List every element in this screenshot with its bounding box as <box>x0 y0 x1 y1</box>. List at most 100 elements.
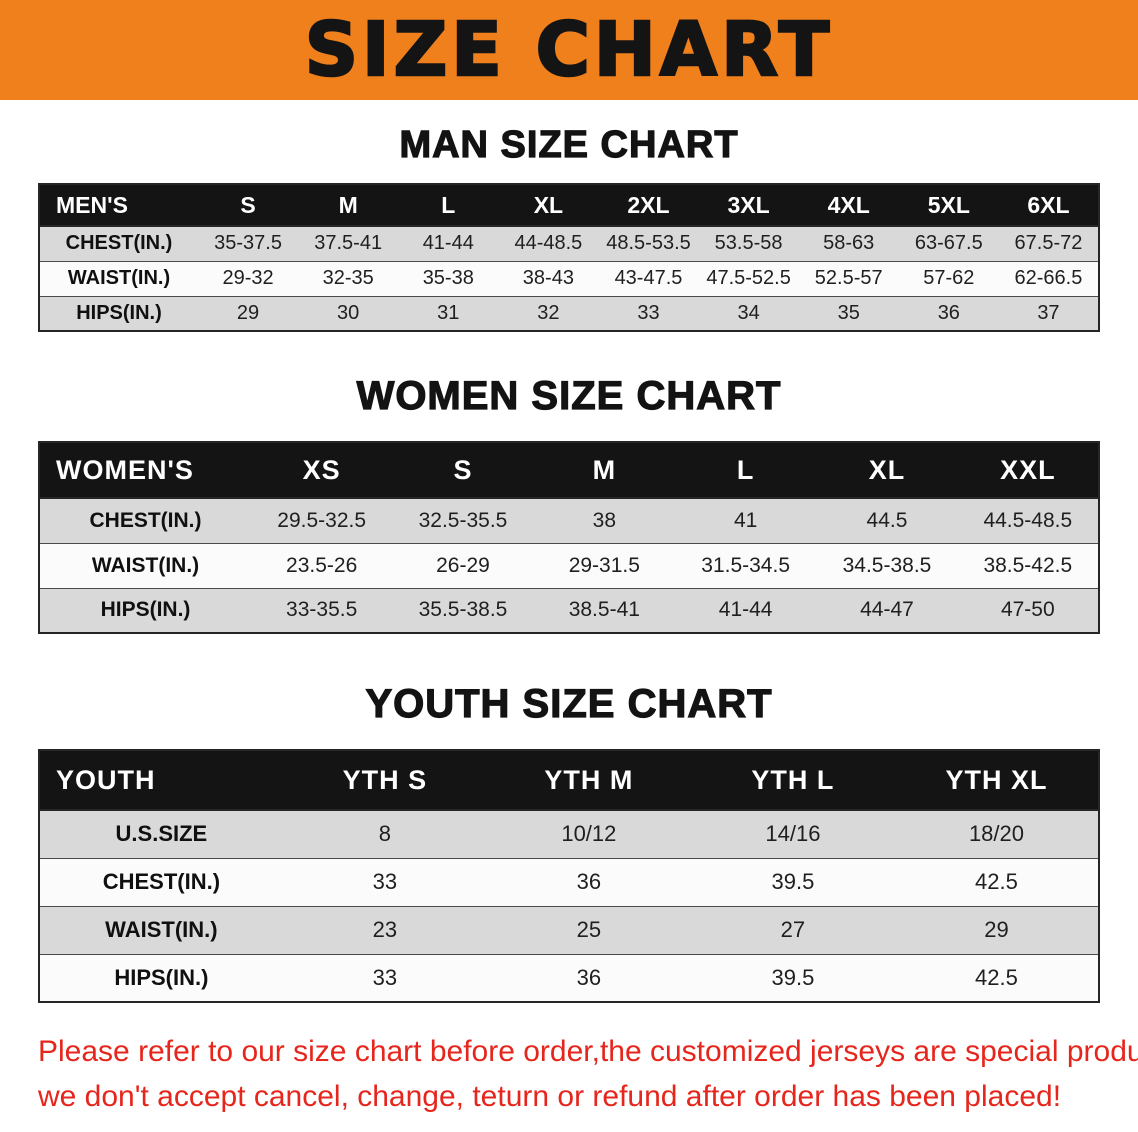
size-value: 18/20 <box>894 809 1099 858</box>
size-col-header: XL <box>498 184 599 227</box>
size-col-header: XXL <box>957 442 1099 499</box>
size-value: 38.5-42.5 <box>957 542 1099 588</box>
size-col-header: YTH M <box>486 750 691 811</box>
size-value: 32.5-35.5 <box>392 497 534 543</box>
size-value: 33-35.5 <box>251 587 393 633</box>
size-value: 38-43 <box>498 260 599 296</box>
size-col-header: L <box>398 184 499 227</box>
size-value: 67.5-72 <box>998 225 1099 261</box>
row-label: HIPS(IN.) <box>39 587 251 633</box>
size-value: 44-47 <box>816 587 958 633</box>
size-value: 52.5-57 <box>798 260 899 296</box>
size-col-header: 4XL <box>798 184 899 227</box>
size-value: 30 <box>298 295 399 331</box>
size-col-header: S <box>198 184 299 227</box>
men-hips-row: HIPS(IN.) 29 30 31 32 33 34 35 36 37 <box>39 295 1099 331</box>
youth-table-title: YOUTH <box>39 750 283 811</box>
size-value: 39.5 <box>690 953 895 1002</box>
women-chest-row: CHEST(IN.) 29.5-32.5 32.5-35.5 38 41 44.… <box>39 497 1099 543</box>
men-waist-row: WAIST(IN.) 29-32 32-35 35-38 38-43 43-47… <box>39 260 1099 296</box>
banner: SIZE CHART <box>0 0 1138 100</box>
size-col-header: L <box>674 442 817 499</box>
row-label: CHEST(IN.) <box>39 225 198 261</box>
size-col-header: 3XL <box>698 184 799 227</box>
row-label: CHEST(IN.) <box>39 857 283 906</box>
youth-size-table: YOUTH YTH S YTH M YTH L YTH XL U.S.SIZE … <box>38 749 1100 1003</box>
men-header-row: MEN'S S M L XL 2XL 3XL 4XL 5XL 6XL <box>39 184 1099 227</box>
size-value: 44-48.5 <box>498 225 599 261</box>
women-header-row: WOMEN'S XS S M L XL XXL <box>39 442 1099 499</box>
size-value: 29 <box>894 905 1099 954</box>
size-value: 33 <box>598 295 699 331</box>
size-value: 37 <box>998 295 1099 331</box>
size-value: 62-66.5 <box>998 260 1099 296</box>
men-section: MAN SIZE CHART MEN'S S M L XL 2XL 3XL 4X… <box>0 123 1138 332</box>
women-size-table: WOMEN'S XS S M L XL XXL CHEST(IN.) 29.5-… <box>38 441 1100 634</box>
size-value: 58-63 <box>798 225 899 261</box>
size-value: 44.5 <box>816 497 958 543</box>
youth-hips-row: HIPS(IN.) 33 36 39.5 42.5 <box>39 953 1099 1002</box>
youth-waist-row: WAIST(IN.) 23 25 27 29 <box>39 905 1099 954</box>
size-value: 39.5 <box>690 857 895 906</box>
size-value: 38.5-41 <box>533 587 675 633</box>
size-col-header: 6XL <box>998 184 1099 227</box>
size-value: 42.5 <box>894 857 1099 906</box>
size-value: 35-37.5 <box>198 225 299 261</box>
size-col-header: YTH L <box>690 750 895 811</box>
size-value: 57-62 <box>898 260 999 296</box>
youth-chest-row: CHEST(IN.) 33 36 39.5 42.5 <box>39 857 1099 906</box>
size-value: 35-38 <box>398 260 499 296</box>
men-chest-row: CHEST(IN.) 35-37.5 37.5-41 41-44 44-48.5… <box>39 225 1099 261</box>
youth-ussize-row: U.S.SIZE 8 10/12 14/16 18/20 <box>39 809 1099 858</box>
women-waist-row: WAIST(IN.) 23.5-26 26-29 29-31.5 31.5-34… <box>39 542 1099 588</box>
size-value: 31.5-34.5 <box>674 542 817 588</box>
row-label: WAIST(IN.) <box>39 260 198 296</box>
row-label: CHEST(IN.) <box>39 497 251 543</box>
women-hips-row: HIPS(IN.) 33-35.5 35.5-38.5 38.5-41 41-4… <box>39 587 1099 633</box>
size-value: 36 <box>486 857 691 906</box>
size-value: 34.5-38.5 <box>816 542 958 588</box>
size-value: 37.5-41 <box>298 225 399 261</box>
size-col-header: M <box>298 184 399 227</box>
size-value: 29 <box>198 295 299 331</box>
row-label: U.S.SIZE <box>39 809 283 858</box>
row-label: WAIST(IN.) <box>39 905 283 954</box>
size-value: 53.5-58 <box>698 225 799 261</box>
men-size-table: MEN'S S M L XL 2XL 3XL 4XL 5XL 6XL CHEST… <box>38 183 1100 332</box>
size-value: 35.5-38.5 <box>392 587 534 633</box>
youth-section: YOUTH SIZE CHART YOUTH YTH S YTH M YTH L… <box>0 681 1138 1003</box>
size-value: 41-44 <box>674 587 817 633</box>
men-table-title: MEN'S <box>39 184 198 227</box>
size-value: 32-35 <box>298 260 399 296</box>
size-value: 44.5-48.5 <box>957 497 1099 543</box>
size-value: 63-67.5 <box>898 225 999 261</box>
women-heading: WOMEN SIZE CHART <box>356 373 782 418</box>
row-label: WAIST(IN.) <box>39 542 251 588</box>
size-col-header: XL <box>816 442 958 499</box>
row-label: HIPS(IN.) <box>39 295 198 331</box>
size-value: 48.5-53.5 <box>598 225 699 261</box>
size-value: 36 <box>898 295 999 331</box>
size-col-header: 5XL <box>898 184 999 227</box>
size-value: 43-47.5 <box>598 260 699 296</box>
size-value: 29-31.5 <box>533 542 675 588</box>
size-value: 41 <box>674 497 817 543</box>
size-value: 29.5-32.5 <box>251 497 393 543</box>
size-value: 35 <box>798 295 899 331</box>
size-col-header: S <box>392 442 534 499</box>
size-value: 14/16 <box>690 809 895 858</box>
women-section: WOMEN SIZE CHART WOMEN'S XS S M L XL XXL… <box>0 373 1138 634</box>
size-value: 38 <box>533 497 675 543</box>
women-table-title: WOMEN'S <box>39 442 251 499</box>
men-heading: MAN SIZE CHART <box>399 123 739 166</box>
notice-line-2: we don't accept cancel, change, teturn o… <box>38 1080 1062 1113</box>
size-value: 29-32 <box>198 260 299 296</box>
size-value: 42.5 <box>894 953 1099 1002</box>
youth-header-row: YOUTH YTH S YTH M YTH L YTH XL <box>39 750 1099 811</box>
size-col-header: YTH S <box>282 750 487 811</box>
size-value: 8 <box>282 809 487 858</box>
size-value: 47.5-52.5 <box>698 260 799 296</box>
size-value: 31 <box>398 295 499 331</box>
page-title: SIZE CHART <box>304 7 834 93</box>
